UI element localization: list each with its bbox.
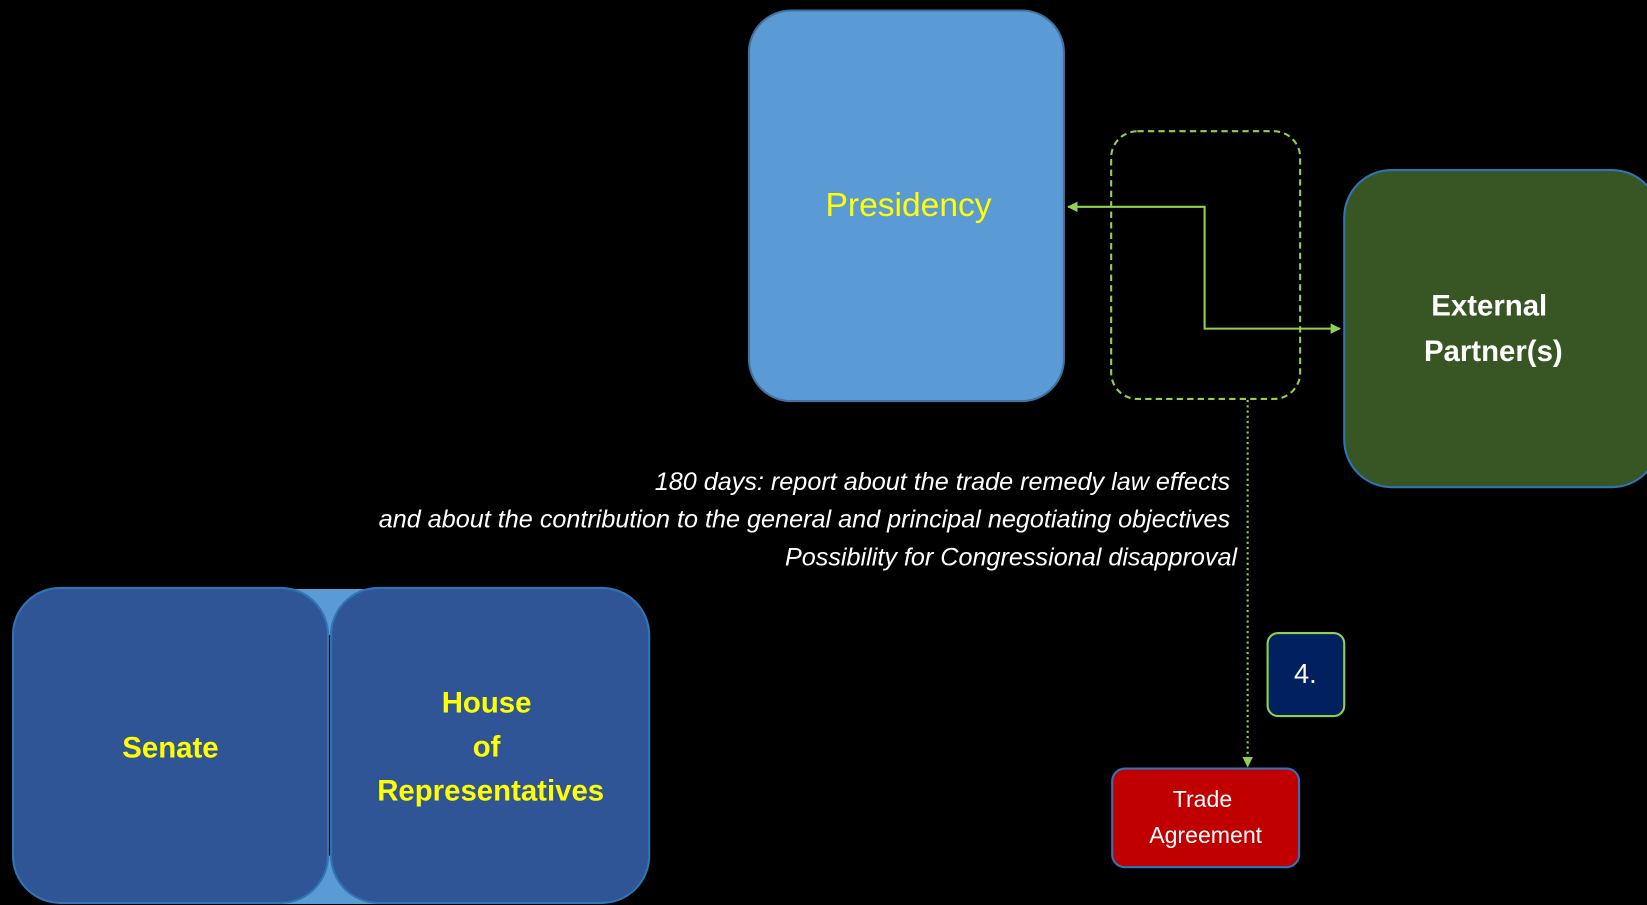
partner-box [1343,169,1647,489]
senate-box [11,586,330,904]
annotation-line: 180 days: report about the trade remedy … [655,468,1231,496]
label-line: Trade [1173,786,1232,812]
annotation-line: Possibility for Congressional disapprova… [785,543,1239,571]
senate-label: Senate [122,731,218,764]
presidency-label: Presidency [825,187,991,224]
house-box [330,586,651,904]
label-line: External [1431,289,1547,322]
label-line: Agreement [1149,822,1262,848]
label-line: of [473,730,501,763]
step-box [1266,632,1346,718]
agreement-box [1111,767,1301,869]
label-line: Partner(s) [1424,335,1563,368]
annotation-line: and about the contribution to the genera… [379,505,1231,533]
label-line: House [442,686,532,719]
annotation: 180 days: report about the trade remedy … [379,468,1239,572]
label-line: 4. [1294,658,1317,689]
label-line: Representatives [377,774,604,807]
partner-label: External Partner(s) [1424,289,1563,367]
label-line: Senate [122,731,218,764]
label-line: Presidency [825,187,991,224]
step-label: 4. [1294,658,1317,689]
presidency-box [747,9,1065,403]
house-label: House of Representatives [377,686,604,807]
agreement-label: Trade Agreement [1149,786,1262,848]
negotiation-arrow [1067,201,1342,334]
